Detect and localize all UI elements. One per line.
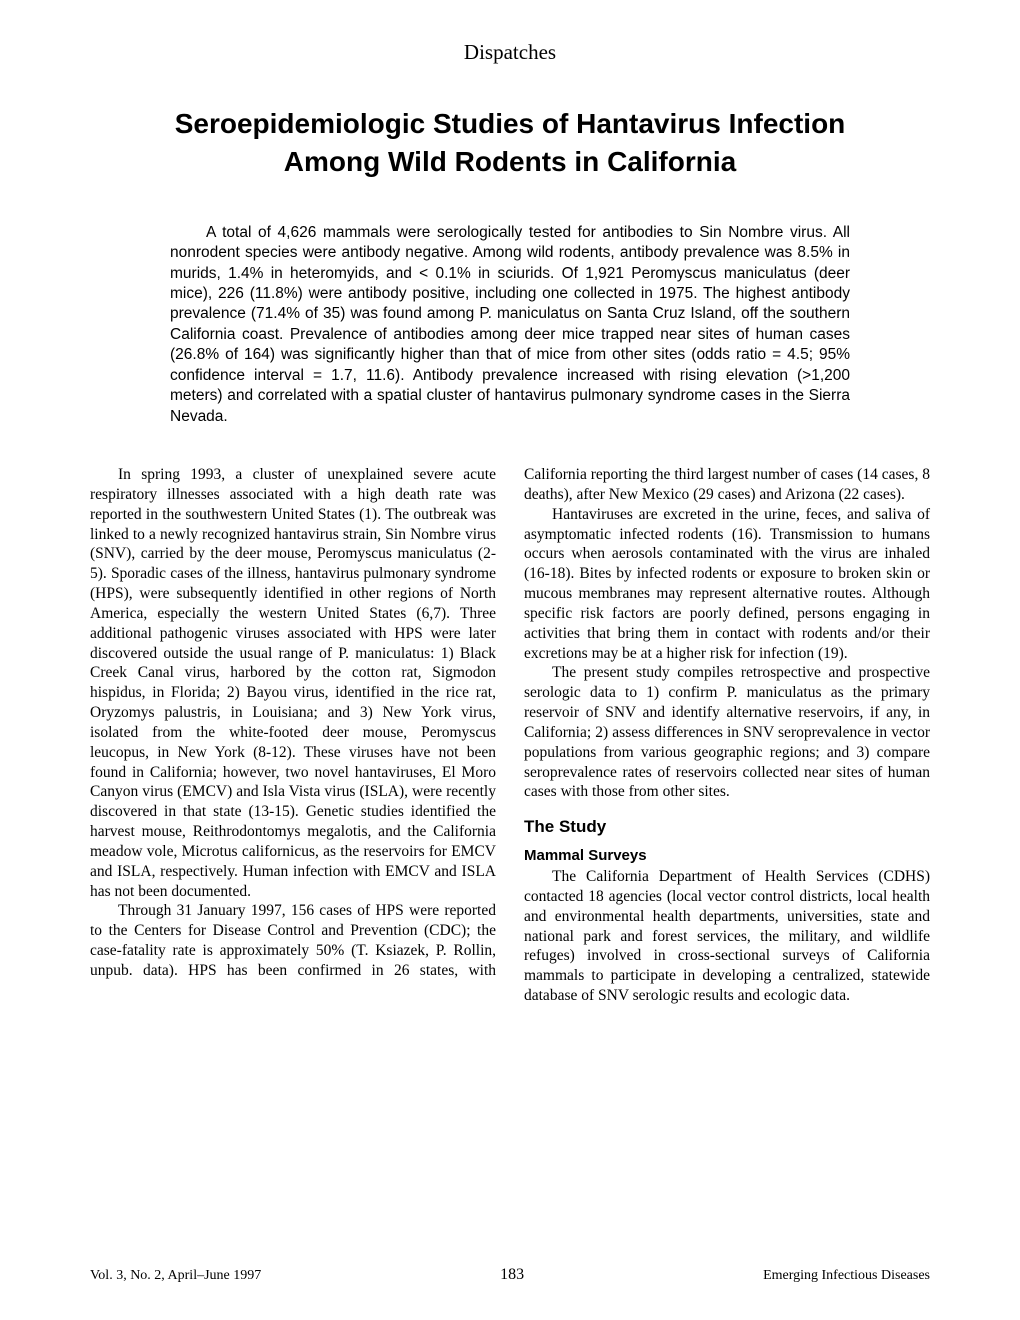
abstract: A total of 4,626 mammals were serologica…: [170, 223, 850, 428]
page-footer: Vol. 3, No. 2, April–June 1997 183 Emerg…: [90, 1266, 930, 1284]
footer-issue: Vol. 3, No. 2, April–June 1997: [90, 1268, 261, 1284]
body-paragraph: The present study compiles retrospective…: [524, 663, 930, 802]
heading-the-study: The Study: [524, 816, 930, 838]
section-header: Dispatches: [90, 40, 930, 65]
abstract-text: A total of 4,626 mammals were serologica…: [170, 223, 850, 428]
footer-page-number: 183: [500, 1266, 524, 1284]
footer-journal: Emerging Infectious Diseases: [763, 1268, 930, 1284]
body-paragraph: The California Department of Health Serv…: [524, 867, 930, 1006]
heading-mammal-surveys: Mammal Surveys: [524, 846, 930, 865]
body-paragraph: In spring 1993, a cluster of unexplained…: [90, 465, 496, 901]
body-columns: In spring 1993, a cluster of unexplained…: [90, 465, 930, 1006]
body-paragraph: Hantaviruses are excreted in the urine, …: [524, 505, 930, 664]
article-title: Seroepidemiologic Studies of Hantavirus …: [140, 105, 880, 181]
